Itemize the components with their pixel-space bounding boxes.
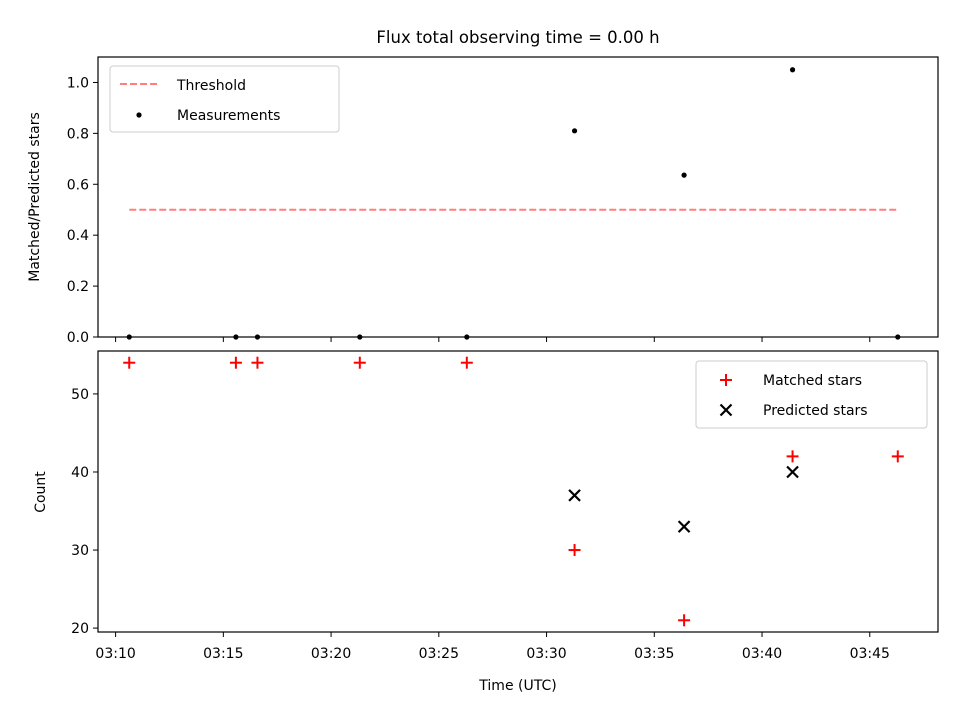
bottom-plot-marks [123,356,904,627]
matched-star-point [353,356,366,369]
matched-star-point [568,544,581,557]
predicted-star-point [786,465,799,479]
bottom-y-tick-label: 40 [71,465,89,481]
legend-matched-label: Matched stars [763,373,862,389]
top-plot-marks [126,67,901,340]
bottom-y-tick-label: 50 [71,387,89,403]
top-legend-box [109,65,340,133]
legend-predicted-swatch [719,403,733,417]
top-legend: Threshold Measurements [109,65,340,133]
legend-predicted-label: Predicted stars [763,403,868,419]
bottom-legend: Matched stars Predicted stars [695,360,928,429]
legend-measurements-swatch [136,112,142,118]
x-tick-label: 03:15 [203,646,243,662]
bottom-legend-box [695,360,928,429]
measurement-point [681,172,687,178]
matched-star-point [891,450,904,463]
bottom-y-ticks: 20 30 40 50 [71,387,98,637]
matched-star-point [678,614,691,627]
top-y-tick-label: 0.0 [67,330,89,346]
top-y-ticks: 0.0 0.2 0.4 0.6 0.8 1.0 [67,75,98,346]
top-y-tick-label: 0.6 [67,177,89,193]
x-tick-label: 03:10 [95,646,135,662]
x-tick-label: 03:30 [526,646,566,662]
measurement-point [789,67,796,73]
x-tick-label: 03:25 [419,646,459,662]
chart-title: Flux total observing time = 0.00 h [376,28,659,47]
bottom-y-axis-label: Count [33,471,49,513]
bottom-x-ticks: 03:10 03:15 03:20 03:25 03:30 03:35 03:40 03:45 [95,632,890,662]
top-axes-frame [97,56,939,338]
matched-star-point [786,450,799,463]
x-tick-label: 03:40 [742,646,782,662]
matched-star-point [229,356,242,369]
predicted-star-point [568,489,581,502]
top-y-axis-label: Matched/Predicted stars [27,112,43,282]
bottom-y-tick-label: 20 [71,621,89,637]
bottom-axes-frame [97,350,939,633]
matched-star-point [251,356,264,369]
top-y-tick-label: 1.0 [67,75,89,91]
x-tick-label: 03:35 [634,646,674,662]
bottom-y-tick-label: 30 [71,543,89,559]
x-tick-label: 03:20 [311,646,351,662]
top-y-tick-label: 0.2 [67,279,89,295]
measurement-point [571,128,578,134]
matched-star-point [460,356,473,369]
top-y-tick-label: 0.4 [67,228,89,244]
top-panel: 0.0 0.2 0.4 0.6 0.8 1.0 Matched/Predicted sta… [27,56,939,346]
legend-threshold-label: Threshold [176,78,246,94]
legend-matched-swatch [720,374,732,386]
legend-matched-marker [720,374,732,386]
predicted-star-point [677,520,691,533]
top-y-tick-label: 0.8 [67,126,89,142]
x-tick-label: 03:45 [850,646,890,662]
legend-predicted-marker [719,403,733,417]
top-x-tick-marks [115,337,871,342]
legend-measurements-label: Measurements [177,108,280,124]
matched-star-point [123,356,136,369]
x-axis-label: Time (UTC) [478,678,556,694]
